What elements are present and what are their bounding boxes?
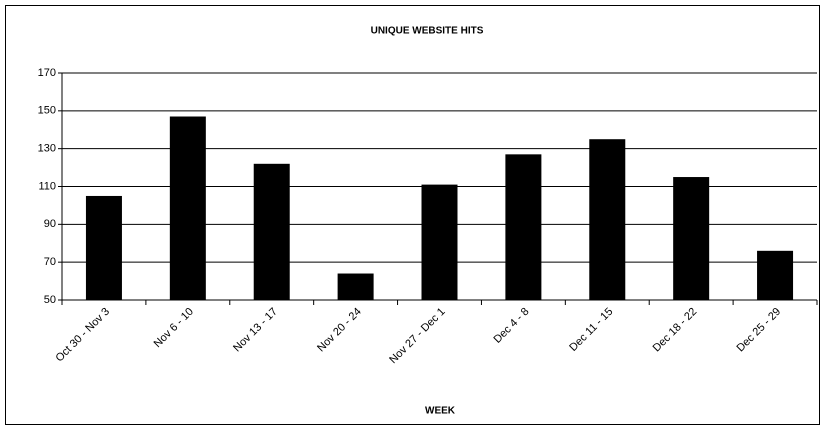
y-tick-label: 150 [38,105,56,117]
x-axis-label: WEEK [425,406,456,417]
bar [253,163,290,300]
bar [505,154,542,300]
bar [85,195,122,300]
bar [757,250,794,300]
bar [589,139,626,300]
y-tick-label: 90 [44,218,56,230]
y-tick-label: 130 [38,143,56,155]
y-tick-label: 50 [44,294,56,306]
y-tick-label: 170 [38,67,56,79]
y-tick-label: 110 [38,180,56,192]
bar [673,177,710,300]
bar [421,184,458,300]
chart-title: UNIQUE WEBSITE HITS [371,26,484,37]
y-tick-label: 70 [44,256,56,268]
bar [169,116,206,300]
bar [337,273,374,300]
